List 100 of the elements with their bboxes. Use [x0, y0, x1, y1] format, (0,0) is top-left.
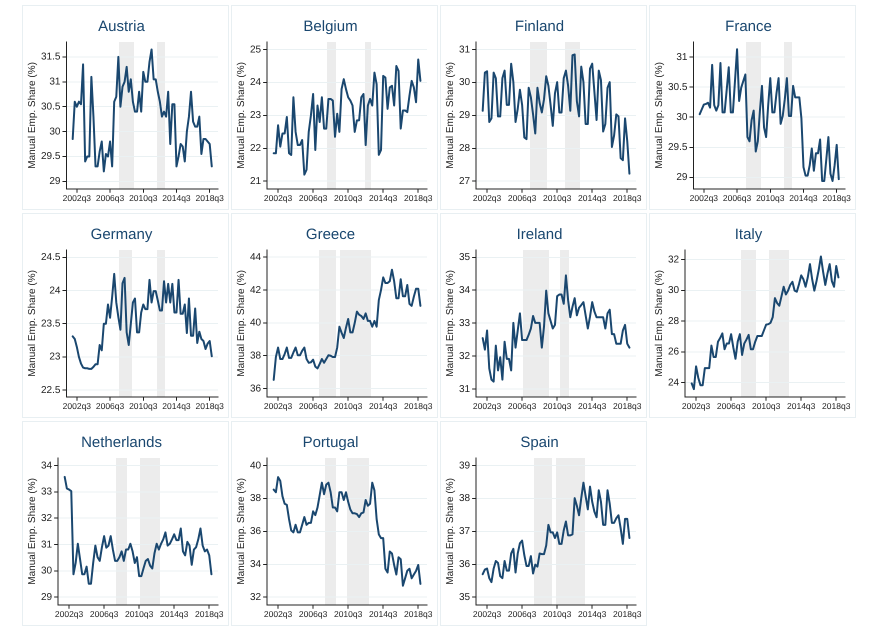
x-tick-label: 2002q3: [264, 401, 293, 412]
y-tick-label: 29.5: [668, 142, 688, 154]
y-tick-label: 36: [250, 383, 262, 394]
y-tick-label: 31: [41, 539, 53, 550]
x-tick-label: 2014q3: [789, 193, 818, 204]
x-tick-label: 2010q3: [756, 193, 785, 204]
y-axis-title: Manual Emp. Share (%): [444, 270, 456, 377]
x-tick-label: 2010q3: [124, 609, 154, 620]
y-tick-label: 30: [41, 566, 53, 577]
y-tick-label: 28: [459, 143, 471, 154]
x-tick-label: 2010q3: [542, 401, 572, 412]
x-tick-label: 2002q3: [472, 609, 502, 620]
chart-title: Belgium: [303, 18, 358, 36]
x-tick-label: 2010q3: [334, 609, 363, 620]
chart-title: Greece: [306, 226, 356, 244]
y-tick-label: 38: [250, 493, 262, 504]
y-tick-label: 42: [250, 284, 262, 296]
x-tick-label: 2002q3: [690, 193, 718, 204]
y-tick-label: 22: [250, 143, 262, 154]
y-tick-label: 44: [250, 252, 262, 263]
x-tick-label: 2010q3: [129, 401, 158, 412]
y-tick-label: 21: [250, 176, 262, 187]
y-tick-label: 29.5: [40, 151, 61, 162]
y-axis-title: Manual Emp. Share (%): [236, 270, 247, 377]
y-tick-label: 29: [459, 110, 471, 122]
y-axis-title: Manual Emp. Share (%): [654, 270, 665, 377]
y-tick-label: 34: [459, 284, 471, 296]
y-tick-label: 23: [250, 110, 262, 122]
x-tick-label: 2002q3: [682, 401, 711, 412]
y-axis-title: Manual Emp. Share (%): [654, 62, 665, 169]
y-tick-label: 23: [49, 352, 61, 363]
y-tick-label: 35: [459, 592, 471, 603]
y-tick-label: 26: [668, 346, 680, 358]
y-tick-label: 29: [49, 176, 61, 188]
x-tick-label: 2014q3: [578, 401, 607, 412]
y-tick-label: 27: [459, 176, 471, 187]
x-tick-label: 2018q3: [822, 401, 851, 412]
y-tick-label: 38: [459, 493, 471, 504]
chart-title: Italy: [734, 226, 763, 244]
y-tick-label: 32: [459, 350, 471, 362]
x-tick-label: 2018q3: [613, 609, 642, 620]
x-tick-label: 2010q3: [334, 401, 363, 412]
x-tick-label: 2010q3: [752, 401, 781, 412]
y-tick-label: 25: [250, 44, 262, 56]
x-tick-label: 2006q3: [722, 193, 752, 204]
x-tick-label: 2014q3: [787, 401, 816, 412]
chart-title: Germany: [90, 226, 153, 244]
y-axis-title: Manual Emp. Share (%): [444, 478, 456, 585]
y-tick-label: 23.5: [40, 318, 61, 330]
y-tick-label: 30: [459, 77, 471, 88]
x-tick-label: 2002q3: [264, 193, 293, 204]
y-tick-label: 32: [668, 254, 680, 266]
x-tick-label: 2010q3: [129, 193, 158, 204]
y-tick-label: 31: [49, 76, 61, 88]
y-tick-label: 29: [676, 172, 688, 184]
x-tick-label: 2002q3: [62, 401, 92, 412]
chart-title: Portugal: [302, 434, 358, 452]
y-tick-label: 30: [49, 126, 61, 138]
y-tick-label: 38: [250, 350, 262, 362]
x-tick-label: 2002q3: [472, 401, 502, 412]
x-tick-label: 2002q3: [472, 193, 502, 204]
x-tick-label: 2018q3: [404, 193, 433, 204]
y-axis-title: Manual Emp. Share (%): [236, 62, 247, 169]
x-tick-label: 2010q3: [542, 609, 572, 620]
y-tick-label: 31: [459, 384, 471, 395]
x-tick-label: 2006q3: [508, 609, 537, 620]
y-tick-label: 31.5: [40, 52, 61, 63]
y-tick-label: 33: [459, 318, 471, 329]
x-tick-label: 2010q3: [542, 193, 572, 204]
x-tick-label: 2006q3: [298, 609, 328, 620]
chart-title: France: [725, 18, 772, 36]
y-tick-label: 34: [41, 460, 53, 472]
y-tick-label: 30.5: [40, 101, 61, 112]
x-tick-label: 2006q3: [90, 609, 119, 620]
x-tick-label: 2018q3: [404, 401, 433, 412]
x-tick-label: 2014q3: [160, 609, 189, 620]
y-axis-title: Manual Emp. Share (%): [236, 478, 247, 585]
y-tick-label: 37: [459, 526, 471, 538]
chart-title: Austria: [98, 18, 146, 36]
x-tick-label: 2002q3: [54, 609, 84, 620]
y-tick-label: 40: [250, 318, 262, 329]
x-tick-label: 2018q3: [195, 609, 224, 620]
x-tick-label: 2018q3: [196, 193, 224, 204]
y-tick-label: 29: [41, 592, 53, 603]
y-tick-label: 30.5: [668, 82, 688, 93]
y-tick-label: 35: [459, 252, 471, 264]
chart-title: Spain: [520, 434, 559, 452]
x-tick-label: 2018q3: [404, 609, 433, 620]
y-axis-title: Manual Emp. Share (%): [444, 62, 456, 169]
y-tick-label: 36: [250, 526, 262, 538]
x-tick-label: 2006q3: [508, 401, 537, 412]
y-tick-label: 32: [41, 512, 53, 524]
y-tick-label: 32: [250, 592, 262, 603]
x-tick-label: 2010q3: [334, 193, 363, 204]
x-tick-label: 2018q3: [613, 401, 642, 412]
x-tick-label: 2014q3: [578, 193, 607, 204]
x-tick-label: 2018q3: [613, 193, 642, 204]
y-tick-label: 34: [250, 559, 262, 570]
x-tick-label: 2006q3: [298, 401, 328, 412]
y-tick-label: 28: [668, 316, 680, 327]
